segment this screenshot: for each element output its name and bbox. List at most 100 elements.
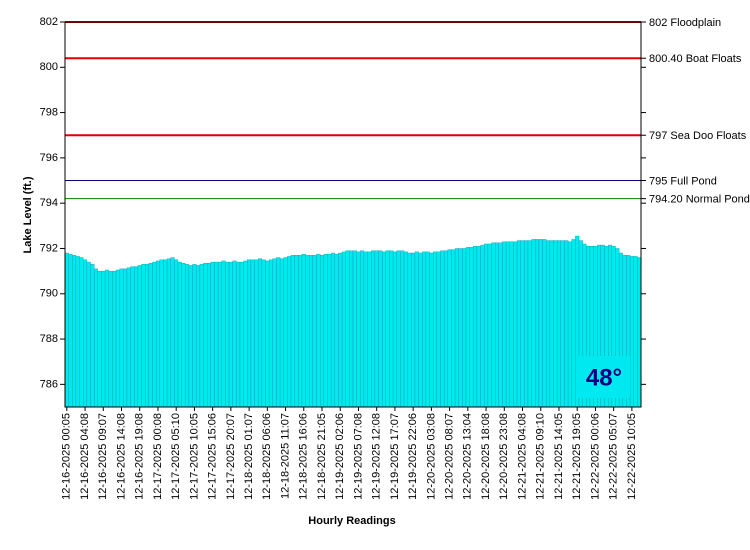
bar — [535, 239, 540, 408]
bar — [473, 246, 478, 408]
x-tick-label: 12-21-2025 14:05 — [553, 413, 565, 500]
x-tick-label: 12-17-2025 15:06 — [207, 413, 219, 500]
bar — [243, 260, 248, 408]
bar — [145, 264, 150, 408]
plot-frame — [64, 21, 642, 408]
bar — [549, 240, 554, 408]
bar — [629, 256, 634, 408]
x-tick-label: 12-20-2025 23:08 — [498, 413, 510, 500]
bar — [509, 241, 514, 408]
y-tick-label: 802 — [40, 16, 58, 28]
bar — [556, 240, 561, 408]
x-tick-label: 12-17-2025 20:07 — [225, 413, 237, 500]
bar — [166, 258, 171, 408]
bar — [130, 266, 135, 408]
x-tick-label: 12-18-2025 21:05 — [316, 413, 328, 500]
bar — [214, 261, 219, 408]
bar — [469, 247, 474, 408]
x-tick-label: 12-19-2025 17:07 — [389, 413, 401, 500]
bar — [440, 250, 445, 408]
x-tick-label: 12-20-2025 18:08 — [480, 413, 492, 500]
x-tick-label: 12-18-2025 01:07 — [243, 413, 255, 500]
bar — [268, 259, 273, 408]
bar — [290, 255, 295, 408]
x-tick-label: 12-21-2025 19:05 — [571, 413, 583, 500]
bar — [123, 268, 128, 408]
bar — [327, 253, 332, 408]
bar — [454, 248, 459, 408]
x-tick-label: 12-16-2025 19:08 — [134, 413, 146, 500]
bar — [524, 240, 529, 408]
bar — [516, 240, 521, 408]
bar — [207, 263, 211, 408]
x-tick-label: 12-19-2025 12:08 — [371, 413, 383, 500]
bar — [119, 268, 124, 408]
bar — [225, 261, 230, 408]
bar — [458, 248, 463, 408]
bar — [79, 257, 84, 408]
bar — [352, 250, 357, 408]
bar — [330, 252, 335, 408]
bar — [272, 258, 277, 408]
bar — [316, 253, 321, 408]
bar — [396, 250, 401, 408]
bar — [567, 241, 572, 408]
bar — [349, 250, 354, 408]
bar — [148, 263, 153, 408]
bar — [381, 251, 386, 408]
x-tick-label: 12-20-2025 08:07 — [444, 413, 456, 500]
bar — [429, 252, 434, 408]
bar — [513, 241, 518, 408]
y-tick-label: 800 — [40, 61, 58, 73]
x-tick-label: 12-16-2025 04:08 — [79, 413, 91, 500]
bar — [309, 255, 314, 408]
bar — [152, 261, 157, 408]
bar — [90, 264, 95, 408]
bar — [407, 252, 412, 408]
bar — [403, 251, 408, 408]
x-tick-label: 12-16-2025 09:07 — [97, 413, 109, 500]
bar — [505, 241, 510, 408]
bar — [72, 255, 77, 408]
bar — [247, 259, 252, 408]
bar — [392, 251, 397, 408]
x-tick-label: 12-20-2025 03:08 — [425, 413, 437, 500]
bar — [422, 251, 427, 408]
bar — [305, 255, 310, 408]
bar — [425, 251, 430, 408]
x-tick-label: 12-22-2025 00:06 — [589, 413, 601, 500]
bar — [571, 239, 576, 408]
bar — [86, 261, 91, 408]
bar — [181, 263, 186, 408]
bar — [498, 242, 503, 408]
y-tick-label: 794 — [40, 197, 58, 209]
y-tick-label: 790 — [40, 288, 58, 300]
bar — [283, 257, 288, 408]
y-tick-label: 788 — [40, 333, 58, 345]
bar — [633, 256, 638, 408]
bar — [341, 251, 346, 408]
bar — [228, 261, 233, 408]
bar — [527, 240, 532, 408]
bar — [93, 268, 98, 408]
temperature-badge-bg — [578, 356, 630, 398]
bar — [447, 249, 452, 408]
bar — [185, 264, 190, 408]
bar — [199, 264, 204, 408]
bar — [221, 260, 226, 408]
bar — [378, 250, 383, 408]
y-tick-label: 792 — [40, 242, 58, 254]
bar — [210, 261, 215, 408]
bar — [363, 251, 368, 408]
bar — [276, 257, 281, 408]
bar — [115, 269, 120, 408]
bar — [546, 240, 551, 408]
reference-label: 797 Sea Doo Floats — [649, 130, 747, 142]
bar — [298, 255, 303, 408]
bar — [232, 260, 237, 408]
bar — [414, 251, 419, 408]
bar — [137, 265, 142, 408]
bar — [520, 240, 525, 408]
